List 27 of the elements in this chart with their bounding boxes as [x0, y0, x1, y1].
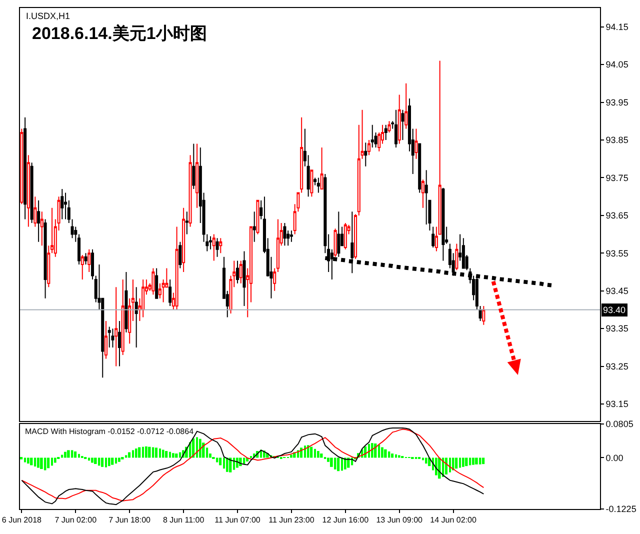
y-tick-label: 93.25 [606, 361, 628, 372]
ref-line-label: 93.40 [603, 305, 626, 315]
y-tick-label: -0.1225 [606, 504, 636, 514]
y-tick-label: 0.0805 [606, 419, 634, 430]
y-tick-label: 94.15 [606, 22, 628, 32]
x-tick-label: 11 Jun 23:00 [268, 516, 315, 525]
y-tick-label: 93.15 [606, 399, 628, 410]
y-tick-label: 93.35 [606, 324, 628, 334]
y-tick-label: 94.05 [606, 60, 628, 70]
x-tick-label: 11 Jun 07:00 [214, 516, 261, 525]
x-tick-label: 7 Jun 18:00 [108, 516, 152, 525]
x-tick-label: 14 Jun 02:00 [430, 516, 477, 525]
x-tick-label: 8 Jun 11:00 [162, 516, 205, 525]
y-tick-label: 93.85 [606, 135, 628, 146]
y-tick-label: 93.95 [606, 97, 628, 108]
text: 2018.6.14.美元1小时图 [32, 24, 207, 43]
chart-subtitle: I.USDX,H1 [26, 11, 70, 21]
y-tick-label: 93.65 [606, 210, 628, 221]
y-tick-label: 0.00 [606, 452, 624, 463]
y-tick-label: 93.55 [606, 248, 628, 258]
x-tick-label: 7 Jun 02:00 [54, 516, 98, 525]
y-tick-label: 93.45 [606, 286, 628, 296]
x-tick-label: 6 Jun 2018 [2, 516, 42, 525]
x-tick-label: 13 Jun 09:00 [376, 516, 424, 525]
y-tick-label: 93.75 [606, 172, 628, 183]
x-tick-label: 12 Jun 16:00 [322, 516, 370, 525]
chart-title: MACD With Histogram -0.0152 -0.0712 -0.0864 [25, 427, 194, 436]
